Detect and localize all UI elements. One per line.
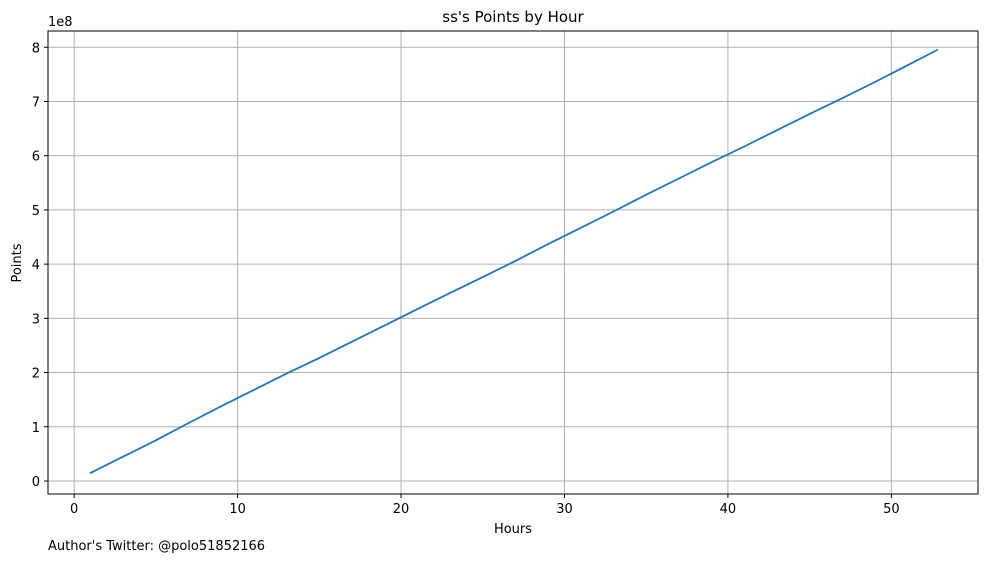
y-tick-label: 1 xyxy=(32,421,40,436)
y-tick-label: 3 xyxy=(32,312,40,327)
data-point xyxy=(808,113,811,115)
data-point xyxy=(743,145,746,148)
data-point xyxy=(514,259,517,262)
y-tick-label: 7 xyxy=(32,95,40,110)
series-layer xyxy=(89,49,939,474)
x-tick-label: 0 xyxy=(70,502,78,517)
x-tick-label: 10 xyxy=(229,502,246,517)
data-point xyxy=(285,372,288,375)
data-point xyxy=(351,340,353,343)
y-axis-title: Points xyxy=(10,243,25,282)
data-point xyxy=(187,422,190,424)
data-point xyxy=(776,129,778,132)
data-point xyxy=(906,64,909,67)
data-point xyxy=(122,455,125,458)
x-axis-title: Hours xyxy=(494,522,532,537)
data-point xyxy=(220,405,223,408)
y-tick-label: 0 xyxy=(32,475,40,490)
plot-area-frame xyxy=(47,30,979,495)
data-point xyxy=(318,357,321,359)
data-point xyxy=(253,389,255,391)
data-point xyxy=(841,97,844,100)
data-point xyxy=(383,324,386,327)
data-point xyxy=(579,226,582,229)
data-point xyxy=(936,49,939,51)
data-point xyxy=(874,81,876,83)
data-point xyxy=(710,161,713,164)
y-tick-label: 8 xyxy=(32,41,40,56)
x-axis-ticks: 0 10 20 30 40 50 xyxy=(70,494,900,517)
x-tick-label: 50 xyxy=(883,502,900,517)
x-tick-label: 20 xyxy=(393,502,410,517)
x-tick-label: 30 xyxy=(556,502,573,517)
data-point xyxy=(89,471,92,474)
y-offset-label: 1e8 xyxy=(48,15,73,30)
data-point xyxy=(416,308,419,311)
y-tick-label: 6 xyxy=(32,150,40,165)
data-point xyxy=(547,243,550,245)
grid xyxy=(48,31,978,494)
author-twitter-note: Author's Twitter: @polo51852166 xyxy=(48,539,265,554)
chart-title: ss's Points by Hour xyxy=(442,8,584,26)
data-point xyxy=(449,291,451,294)
x-tick-label: 40 xyxy=(720,502,737,517)
y-axis-ticks: 0 1 2 3 4 5 6 7 8 xyxy=(32,41,48,490)
y-tick-label: 4 xyxy=(32,258,40,273)
data-point xyxy=(481,276,484,279)
data-point xyxy=(154,439,157,442)
y-tick-label: 2 xyxy=(32,367,40,382)
data-point xyxy=(645,193,648,196)
data-point xyxy=(677,177,680,180)
data-point xyxy=(612,210,615,213)
y-tick-label: 5 xyxy=(32,204,40,219)
